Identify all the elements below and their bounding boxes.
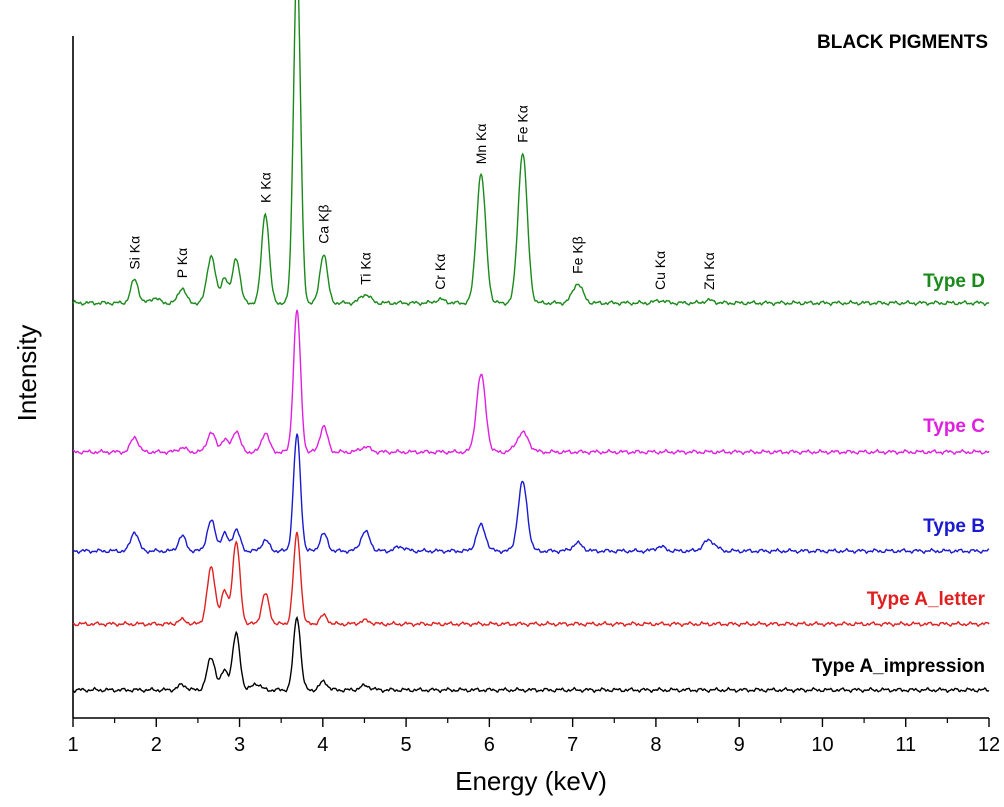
y-axis-title: Intensity bbox=[12, 325, 42, 422]
spectrum-line bbox=[72, 433, 990, 555]
x-tick-label: 7 bbox=[567, 734, 578, 756]
x-tick-label: 1 bbox=[67, 734, 78, 756]
series-label: Type A_letter bbox=[867, 589, 986, 610]
x-ticks: 1 2 3 4 5 6 7 8 9 10 11 12 bbox=[67, 718, 1000, 756]
peak-label: Si Kα bbox=[127, 236, 143, 270]
peak-label: Mn Kα bbox=[473, 124, 489, 165]
spectrum-line bbox=[72, 531, 990, 628]
x-tick-label: 10 bbox=[811, 734, 833, 756]
peak-label: K Kα bbox=[257, 172, 273, 203]
x-tick-label: 11 bbox=[895, 734, 916, 756]
peak-label: Ca Kβ bbox=[316, 205, 332, 244]
peak-label: Fe Kβ bbox=[570, 236, 586, 274]
x-tick-label: 5 bbox=[401, 734, 412, 756]
x-tick-label: 3 bbox=[234, 734, 245, 756]
axes bbox=[72, 36, 989, 719]
series-label: Type D bbox=[923, 271, 985, 292]
chart-title: BLACK PIGMENTS bbox=[817, 32, 988, 53]
x-axis-title: Energy (keV) bbox=[455, 766, 607, 796]
peak-label: Cr Kα bbox=[432, 254, 448, 290]
spectra-traces bbox=[72, 0, 990, 694]
peak-label: Ti Kα bbox=[357, 252, 373, 284]
spectrum-line bbox=[72, 309, 990, 456]
spectrum-line bbox=[72, 0, 990, 307]
peak-label: Zn Kα bbox=[701, 252, 717, 290]
x-tick-label: 12 bbox=[978, 734, 1000, 756]
x-tick-label: 4 bbox=[317, 734, 328, 756]
x-tick-label: 6 bbox=[484, 734, 495, 756]
x-tick-label: 9 bbox=[734, 734, 745, 756]
peak-label: Cu Kα bbox=[652, 251, 668, 290]
spectrum-line bbox=[72, 615, 990, 694]
series-label: Type A_impression bbox=[812, 656, 985, 677]
peak-label: Fe Kα bbox=[515, 105, 531, 143]
series-label: Type B bbox=[923, 516, 985, 537]
series-label: Type C bbox=[923, 416, 985, 437]
series-labels: Type D Type C Type B Type A_letter Type A_im… bbox=[812, 271, 986, 677]
peak-label: P Kα bbox=[174, 248, 190, 278]
x-tick-label: 8 bbox=[650, 734, 661, 756]
x-tick-label: 2 bbox=[151, 734, 162, 756]
